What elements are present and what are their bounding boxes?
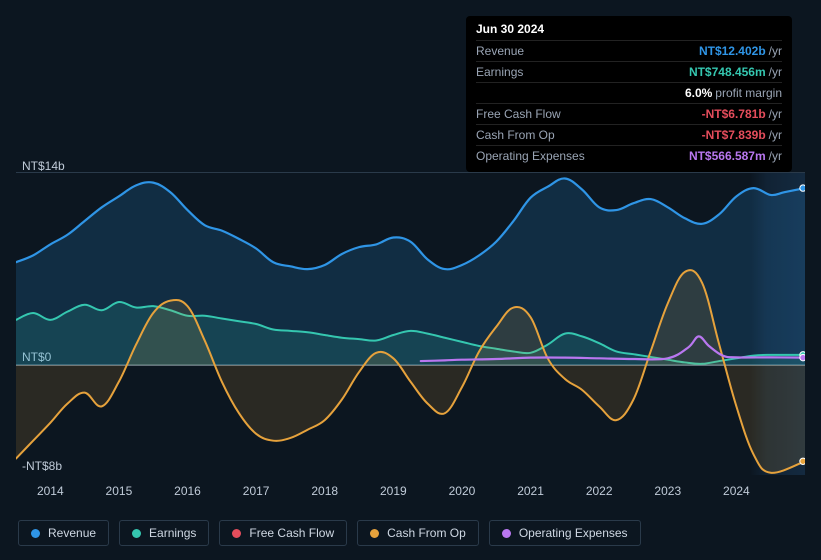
legend-label: Revenue — [48, 526, 96, 540]
data-tooltip: Jun 30 2024 Revenue NT$12.402b/yr Earnings… — [466, 16, 792, 172]
tooltip-row-value: NT$566.587m/yr — [689, 148, 782, 164]
tooltip-row: Cash From Op -NT$7.839b/yr — [476, 124, 782, 145]
tooltip-row: Earnings NT$748.456m/yr — [476, 61, 782, 82]
tooltip-date: Jun 30 2024 — [476, 22, 782, 36]
legend-item-revenue[interactable]: Revenue — [18, 520, 109, 546]
legend-swatch-icon — [132, 529, 141, 538]
legend-label: Cash From Op — [387, 526, 466, 540]
x-axis-tick: 2016 — [174, 484, 201, 498]
legend-item-cash_from_op[interactable]: Cash From Op — [357, 520, 479, 546]
tooltip-row-label: Revenue — [476, 43, 524, 59]
tooltip-row-value: -NT$7.839b/yr — [702, 127, 782, 143]
legend-label: Operating Expenses — [519, 526, 628, 540]
chart-legend: Revenue Earnings Free Cash Flow Cash From O… — [18, 520, 641, 546]
series-marker-revenue — [800, 185, 805, 191]
tooltip-row-label: Free Cash Flow — [476, 106, 561, 122]
tooltip-row: Free Cash Flow -NT$6.781b/yr — [476, 103, 782, 124]
tooltip-row: Revenue NT$12.402b/yr — [476, 40, 782, 61]
legend-label: Earnings — [149, 526, 196, 540]
legend-swatch-icon — [370, 529, 379, 538]
legend-swatch-icon — [232, 529, 241, 538]
x-axis-tick: 2022 — [586, 484, 613, 498]
tooltip-row: Operating Expenses NT$566.587m/yr — [476, 145, 782, 166]
x-axis-tick: 2020 — [449, 484, 476, 498]
tooltip-row-label: Cash From Op — [476, 127, 555, 143]
legend-item-operating_expenses[interactable]: Operating Expenses — [489, 520, 641, 546]
x-axis-tick: 2014 — [37, 484, 64, 498]
legend-label: Free Cash Flow — [249, 526, 334, 540]
legend-item-free_cash_flow[interactable]: Free Cash Flow — [219, 520, 347, 546]
x-axis-tick: 2024 — [723, 484, 750, 498]
chart-svg — [16, 173, 805, 475]
x-axis-tick: 2018 — [311, 484, 338, 498]
tooltip-row-value: NT$12.402b/yr — [699, 43, 782, 59]
tooltip-row-label: Earnings — [476, 64, 523, 80]
legend-swatch-icon — [31, 529, 40, 538]
x-axis-tick: 2023 — [654, 484, 681, 498]
tooltip-row-value: 6.0%profit margin — [685, 85, 782, 101]
tooltip-row-label: Operating Expenses — [476, 148, 585, 164]
tooltip-row-value: -NT$6.781b/yr — [702, 106, 782, 122]
series-marker-operating_expenses — [800, 354, 805, 360]
x-axis-tick: 2021 — [517, 484, 544, 498]
chart-plot-area[interactable] — [16, 172, 805, 474]
tooltip-row-value: NT$748.456m/yr — [689, 64, 782, 80]
y-axis-label-top: NT$14b — [22, 159, 65, 173]
legend-swatch-icon — [502, 529, 511, 538]
x-axis-tick: 2015 — [106, 484, 133, 498]
tooltip-row: 6.0%profit margin — [476, 82, 782, 103]
x-axis-tick: 2017 — [243, 484, 270, 498]
legend-item-earnings[interactable]: Earnings — [119, 520, 209, 546]
x-axis-tick: 2019 — [380, 484, 407, 498]
series-marker-cash_from_op — [800, 458, 805, 464]
